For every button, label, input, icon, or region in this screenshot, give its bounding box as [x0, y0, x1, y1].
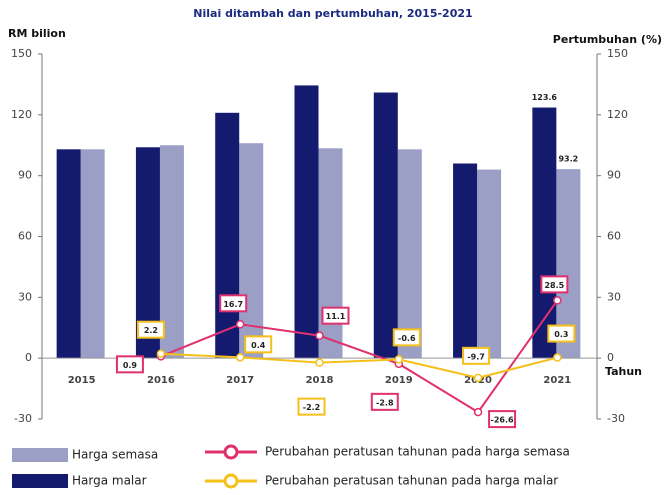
bar [453, 163, 478, 359]
y2-tick-label: 30 [607, 290, 621, 303]
x-tick-label: 2016 [147, 375, 175, 386]
x-tick-label: 2018 [306, 375, 334, 386]
line-value-label: -2.2 [303, 403, 321, 412]
y2-axis-label: Pertumbuhan (%) [553, 33, 662, 46]
y-tick-label: 150 [11, 47, 32, 60]
legend-swatch [12, 448, 68, 462]
line-value-label: -0.6 [398, 334, 416, 343]
line-value-label: 2.2 [144, 326, 158, 335]
line-value-label: -9.7 [467, 352, 485, 361]
bar [397, 149, 422, 359]
y-tick-label: 60 [18, 230, 32, 243]
label-box [321, 306, 350, 325]
y2-tick-label: 90 [607, 169, 621, 182]
x-axis-label: Tahun [605, 365, 642, 378]
bar [294, 85, 319, 359]
line-value-label: 0.4 [251, 341, 266, 350]
label-box [462, 346, 491, 365]
line-point [235, 353, 245, 362]
line [160, 299, 559, 414]
line-point [553, 353, 562, 362]
line-point [235, 320, 245, 329]
bar [215, 112, 240, 359]
line-value-label: 16.7 [223, 300, 243, 309]
label-box [297, 397, 326, 416]
line-point [473, 373, 483, 383]
x-tick-label: 2021 [543, 375, 571, 386]
line-point [553, 296, 562, 305]
line-point [156, 349, 166, 358]
bar [80, 149, 105, 359]
legend-swatch [12, 474, 68, 488]
y-tick-label: -30 [14, 412, 32, 425]
y-axis-label: RM bilion [8, 27, 66, 40]
y-tick-label: 120 [11, 108, 32, 121]
bar-value-label: 123.6 [532, 93, 558, 102]
line [160, 352, 558, 379]
label-box [370, 392, 399, 411]
legend-label: Perubahan peratusan tahunan pada harga m… [265, 474, 558, 488]
y-tick-label: 30 [18, 290, 32, 303]
line-point [315, 358, 324, 367]
bar [56, 149, 81, 359]
bar [373, 92, 398, 359]
y2-tick-label: -30 [607, 412, 625, 425]
legend-marker [223, 444, 239, 460]
y2-tick-label: 120 [607, 108, 628, 121]
line-point [394, 355, 404, 364]
label-box [540, 275, 569, 294]
legend-label: Harga semasa [72, 448, 158, 462]
bar [477, 169, 502, 359]
x-tick-label: 2017 [226, 375, 254, 386]
y-tick-label: 0 [25, 351, 32, 364]
line-value-label: 0.3 [554, 330, 568, 339]
y-tick-label: 90 [18, 169, 32, 182]
line-point [473, 407, 483, 417]
label-box [115, 355, 144, 374]
label-box [392, 328, 421, 347]
label-box [136, 320, 165, 339]
bar [532, 107, 557, 359]
legend-label: Harga malar [72, 474, 147, 488]
x-tick-label: 2015 [68, 375, 96, 386]
y2-tick-label: 0 [607, 351, 614, 364]
line-value-label: -26.6 [491, 416, 514, 425]
legend-marker [223, 473, 239, 489]
line-value-label: 28.5 [544, 281, 564, 290]
bar [318, 148, 343, 359]
label-box [547, 324, 576, 343]
y2-tick-label: 60 [607, 230, 621, 243]
label-box [244, 335, 273, 354]
line-point [315, 331, 324, 340]
label-box [219, 294, 248, 313]
line-value-label: 0.9 [123, 361, 138, 370]
line-value-label: -2.8 [376, 398, 394, 407]
bar-value-label: 93.2 [558, 155, 578, 164]
y2-tick-label: 150 [607, 47, 628, 60]
legend-label: Perubahan peratusan tahunan pada harga s… [265, 445, 570, 459]
chart-title: Nilai ditambah dan pertumbuhan, 2015-202… [193, 7, 472, 20]
x-tick-label: 2019 [385, 375, 413, 386]
line-value-label: 11.1 [326, 312, 346, 321]
label-box [488, 410, 517, 429]
